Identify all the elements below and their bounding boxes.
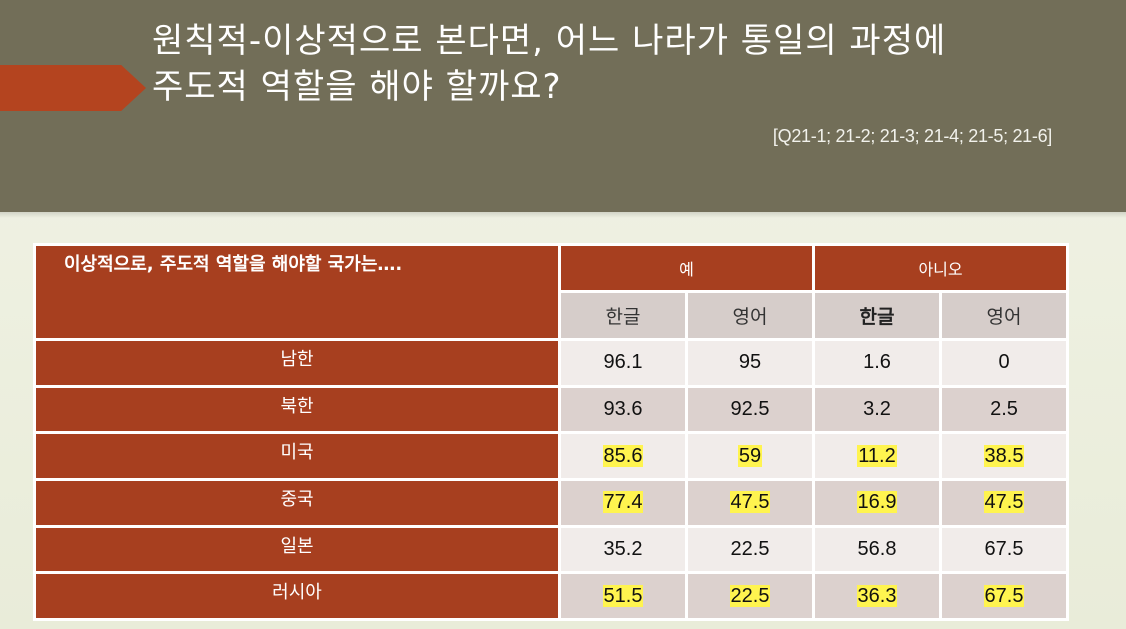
cell-value: 96.1 [603,351,643,374]
table-row: 북한 93.6 92.5 3.2 2.5 [33,384,1070,435]
question-reference: [Q21-1; 21-2; 21-3; 21-4; 21-5; 21-6] [772,126,1052,146]
table-cell: 67.5 [939,571,1070,621]
header-shadow [0,212,1126,218]
cell-value: 67.5 [984,537,1024,560]
table-corner-label: 이상적으로, 주도적 역할을 해야할 국가는…. [33,243,561,341]
highlighted-value: 47.5 [729,491,771,514]
highlighted-value: 67.5 [983,584,1025,607]
row-label: 러시아 [33,571,561,621]
table-cell: 92.5 [684,384,816,435]
group-header-yes: 예 [557,243,816,293]
highlighted-value: 38.5 [983,444,1025,467]
table-cell: 22.5 [684,571,816,621]
cell-value: 56.8 [857,537,897,560]
table-row: 미국 85.6 59 11.2 38.5 [33,431,1070,481]
cell-value: 3.2 [863,397,891,420]
highlighted-value: 59 [737,444,763,467]
table-cell: 3.2 [812,384,943,435]
sub-header-no-english: 영어 [939,290,1070,341]
table-cell: 11.2 [812,431,943,481]
sub-header-yes-english: 영어 [684,290,816,341]
table-cell: 47.5 [684,477,816,528]
table-cell: 93.6 [558,384,688,435]
row-label: 북한 [33,384,561,435]
cell-value: 93.6 [603,397,643,420]
row-label: 일본 [33,524,561,575]
row-label: 미국 [33,431,561,481]
cell-value: 95 [738,351,762,374]
results-table-container: 이상적으로, 주도적 역할을 해야할 국가는…. 예 아니오 한글 영어 한글 … [33,243,1070,621]
table-row: 러시아 51.5 22.5 36.3 67.5 [33,571,1070,621]
table-cell: 16.9 [812,477,943,528]
table-row: 중국 77.4 47.5 16.9 47.5 [33,477,1070,528]
highlighted-value: 85.6 [602,444,644,467]
highlighted-value: 77.4 [602,491,644,514]
cell-value: 1.6 [863,351,891,374]
sub-header-no-korean: 한글 [812,290,943,341]
cell-value: 92.5 [730,397,770,420]
table-cell: 35.2 [558,524,688,575]
table-cell: 36.3 [812,571,943,621]
title-line-2: 주도적 역할을 해야 할까요? [152,67,562,107]
title-line-1: 원칙적-이상적으로 본다면, 어느 나라가 통일의 과정에 [152,21,947,61]
table-cell: 67.5 [939,524,1070,575]
table-cell: 51.5 [558,571,688,621]
arrow-tab-decoration [0,65,146,111]
table-cell: 77.4 [558,477,688,528]
cell-value: 0 [998,351,1010,374]
table-row: 남한 96.1 95 1.6 0 [33,338,1070,388]
table-cell: 2.5 [939,384,1070,435]
highlighted-value: 11.2 [857,444,897,467]
header-band [0,0,1126,212]
highlighted-value: 22.5 [729,584,771,607]
highlighted-value: 16.9 [856,491,898,514]
group-header-no: 아니오 [812,243,1070,293]
cell-value: 35.2 [603,537,643,560]
table-cell: 96.1 [558,338,688,388]
table-row: 일본 35.2 22.5 56.8 67.5 [33,524,1070,575]
cell-value: 2.5 [990,397,1018,420]
table-cell: 22.5 [684,524,816,575]
sub-header-yes-korean: 한글 [558,290,688,341]
cell-value: 22.5 [730,537,770,560]
results-table: 이상적으로, 주도적 역할을 해야할 국가는…. 예 아니오 한글 영어 한글 … [33,243,1070,621]
table-cell: 38.5 [939,431,1070,481]
table-cell: 56.8 [812,524,943,575]
table-cell: 59 [684,431,816,481]
table-cell: 85.6 [558,431,688,481]
slide-title: 원칙적-이상적으로 본다면, 어느 나라가 통일의 과정에 주도적 역할을 해야… [152,18,1102,110]
row-label: 남한 [33,338,561,388]
table-cell: 0 [939,338,1070,388]
highlighted-value: 36.3 [856,584,898,607]
row-label: 중국 [33,477,561,528]
highlighted-value: 47.5 [983,491,1025,514]
highlighted-value: 51.5 [602,584,644,607]
table-cell: 95 [684,338,816,388]
table-cell: 1.6 [812,338,943,388]
table-cell: 47.5 [939,477,1070,528]
